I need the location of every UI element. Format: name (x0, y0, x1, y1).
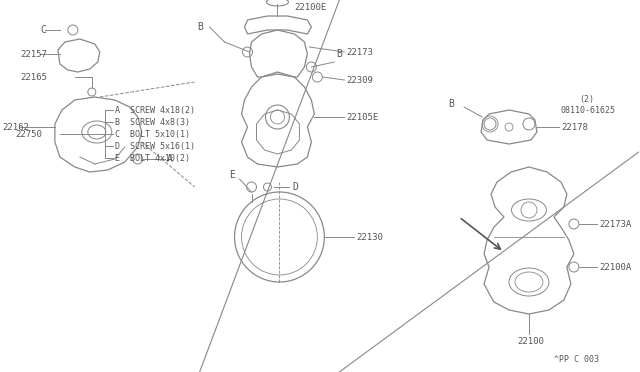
Text: B: B (198, 22, 204, 32)
Text: 22100E: 22100E (294, 3, 326, 12)
Text: 22105E: 22105E (346, 112, 379, 122)
Text: E  BOLT 4x10(2): E BOLT 4x10(2) (115, 154, 190, 163)
Text: 22100A: 22100A (599, 263, 631, 272)
Text: B: B (448, 99, 454, 109)
Text: 22750: 22750 (15, 129, 42, 138)
Text: A: A (166, 154, 173, 164)
Text: 08110-61625: 08110-61625 (561, 106, 616, 115)
Text: ^PP C 003: ^PP C 003 (554, 356, 599, 365)
Text: C: C (40, 25, 46, 35)
Text: A  SCREW 4x18(2): A SCREW 4x18(2) (115, 106, 195, 115)
Text: B  SCREW 4x8(3): B SCREW 4x8(3) (115, 118, 190, 126)
Text: 22173: 22173 (346, 48, 373, 57)
Text: C  BOLT 5x10(1): C BOLT 5x10(1) (115, 129, 190, 138)
Text: 22309: 22309 (346, 76, 373, 84)
Text: B: B (337, 49, 342, 59)
Text: 22165: 22165 (20, 73, 47, 81)
Text: 22178: 22178 (561, 122, 588, 131)
Text: 22130: 22130 (356, 232, 383, 241)
Text: 22100: 22100 (517, 337, 544, 346)
Text: 22162: 22162 (2, 122, 29, 131)
Text: D  SCREW 5x16(1): D SCREW 5x16(1) (115, 141, 195, 151)
Text: 22173A: 22173A (599, 219, 631, 228)
Text: (2): (2) (579, 94, 594, 103)
Text: D: D (292, 182, 298, 192)
Text: 22157: 22157 (20, 49, 47, 58)
Text: E: E (230, 170, 236, 180)
